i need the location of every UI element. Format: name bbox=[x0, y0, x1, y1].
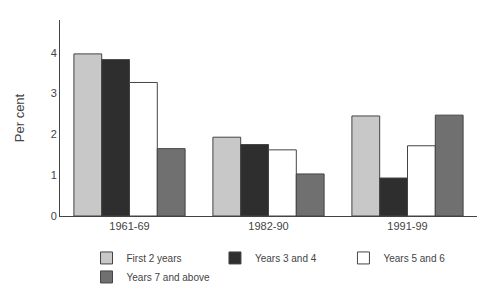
svg-text:Per cent: Per cent bbox=[12, 93, 27, 142]
svg-text:1961-69: 1961-69 bbox=[109, 220, 149, 232]
svg-text:3: 3 bbox=[51, 87, 57, 99]
svg-text:Years 5 and 6: Years 5 and 6 bbox=[383, 253, 445, 264]
svg-text:4: 4 bbox=[51, 47, 57, 59]
svg-text:Years 3 and 4: Years 3 and 4 bbox=[255, 253, 317, 264]
svg-text:1982-90: 1982-90 bbox=[248, 220, 288, 232]
svg-text:0: 0 bbox=[51, 210, 57, 222]
svg-text:2: 2 bbox=[51, 128, 57, 140]
svg-text:1991-99: 1991-99 bbox=[387, 220, 427, 232]
svg-text:First 2 years: First 2 years bbox=[127, 253, 182, 264]
svg-text:1: 1 bbox=[51, 169, 57, 181]
svg-text:Years 7 and above: Years 7 and above bbox=[127, 272, 210, 283]
